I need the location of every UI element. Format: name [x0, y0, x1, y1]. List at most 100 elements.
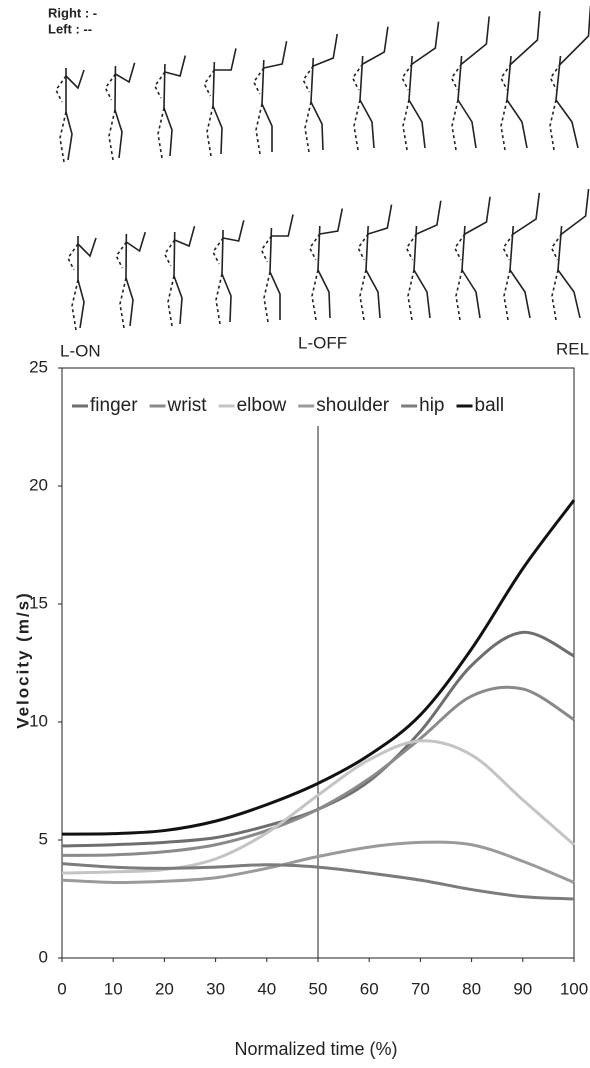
stick-figure [254, 41, 287, 154]
legend-label: shoulder [316, 395, 390, 416]
right-leg [318, 270, 330, 318]
x-tick-label: 20 [155, 979, 174, 998]
x-tick-label: 60 [360, 979, 379, 998]
left-leg [501, 100, 507, 150]
legend-label: elbow [237, 395, 287, 416]
right-leg [360, 100, 374, 148]
x-tick-label: 10 [104, 979, 123, 998]
stick-figure [155, 56, 185, 158]
left-key: Left : -- [48, 21, 92, 36]
stick-figure [303, 34, 337, 152]
legend-label: finger [90, 395, 138, 416]
y-tick-label: 15 [29, 593, 48, 612]
stick-figure [353, 27, 388, 150]
x-axis-label: Normalized time (%) [234, 1039, 397, 1059]
right-leg [115, 110, 122, 158]
left-leg [408, 270, 414, 320]
stick-figure [402, 22, 438, 150]
right-leg [366, 270, 380, 318]
right-arm [511, 11, 540, 64]
right-arm [462, 16, 490, 64]
trunk [311, 58, 313, 102]
right-arm [465, 197, 490, 234]
y-tick-label: 0 [39, 947, 48, 966]
left-leg [403, 100, 409, 150]
right-leg [66, 112, 72, 160]
right-arm [165, 56, 185, 76]
right-leg [164, 108, 172, 156]
right-leg [414, 270, 430, 318]
right-arm [175, 226, 195, 246]
right-arm [214, 48, 236, 70]
stick-figure [213, 220, 244, 324]
right-leg [262, 104, 272, 152]
left-arm [165, 240, 175, 266]
right-arm [78, 238, 96, 256]
x-tick-label: 100 [560, 979, 588, 998]
y-tick-label: 25 [29, 357, 48, 376]
right-leg [270, 272, 280, 320]
right-arm [417, 201, 441, 234]
stick-figure [68, 236, 96, 330]
right-arm [126, 232, 145, 251]
stick-figure [452, 16, 490, 150]
trunk [262, 60, 264, 104]
stick-figure [358, 205, 391, 320]
trunk [318, 226, 320, 270]
trunk [558, 226, 562, 270]
trunk [213, 62, 214, 106]
trunk [270, 228, 271, 272]
stick-figures [56, 6, 590, 330]
right-arm [561, 6, 590, 64]
left-leg [120, 278, 126, 328]
legend-label: wrist [167, 395, 208, 416]
right-arm [115, 63, 134, 82]
right-arm [320, 209, 343, 235]
right-arm [66, 70, 84, 88]
trunk [174, 232, 175, 276]
left-arm [68, 244, 78, 270]
y-tick-label: 10 [29, 711, 48, 730]
right-leg [174, 276, 182, 324]
left-arm [155, 72, 165, 98]
stick-figure [105, 63, 134, 160]
left-leg [60, 112, 66, 162]
trunk [556, 56, 561, 100]
stick-figure [261, 214, 293, 322]
phase-label: L-OFF [298, 333, 347, 352]
right-arm [313, 34, 337, 66]
x-tick-label: 90 [513, 979, 532, 998]
x-tick-label: 40 [257, 979, 276, 998]
left-arm [105, 74, 115, 100]
stick-figure [407, 201, 441, 320]
trunk [164, 64, 165, 108]
left-leg [452, 100, 458, 150]
right-arm [412, 22, 438, 64]
phase-label: REL [556, 339, 589, 358]
right-leg [510, 270, 530, 318]
x-tick-label: 80 [462, 979, 481, 998]
right-leg [458, 100, 476, 148]
right-arm [363, 27, 388, 64]
trunk [462, 226, 465, 270]
right-leg [462, 270, 480, 318]
left-leg [552, 270, 558, 320]
stick-figure [552, 189, 589, 320]
left-leg [312, 270, 318, 320]
stick-figure [310, 209, 343, 321]
stick-figure [501, 11, 540, 150]
right-leg [311, 102, 323, 150]
trunk [458, 56, 462, 100]
left-leg [305, 102, 311, 152]
x-tick-label: 70 [411, 979, 430, 998]
left-arm [116, 242, 126, 268]
left-leg [256, 104, 262, 154]
right-arm [264, 41, 287, 68]
stick-figure [116, 232, 145, 328]
left-leg [360, 270, 366, 320]
left-leg [504, 270, 510, 320]
left-leg [168, 276, 174, 326]
legend-label: ball [475, 395, 505, 416]
right-leg [409, 100, 425, 148]
